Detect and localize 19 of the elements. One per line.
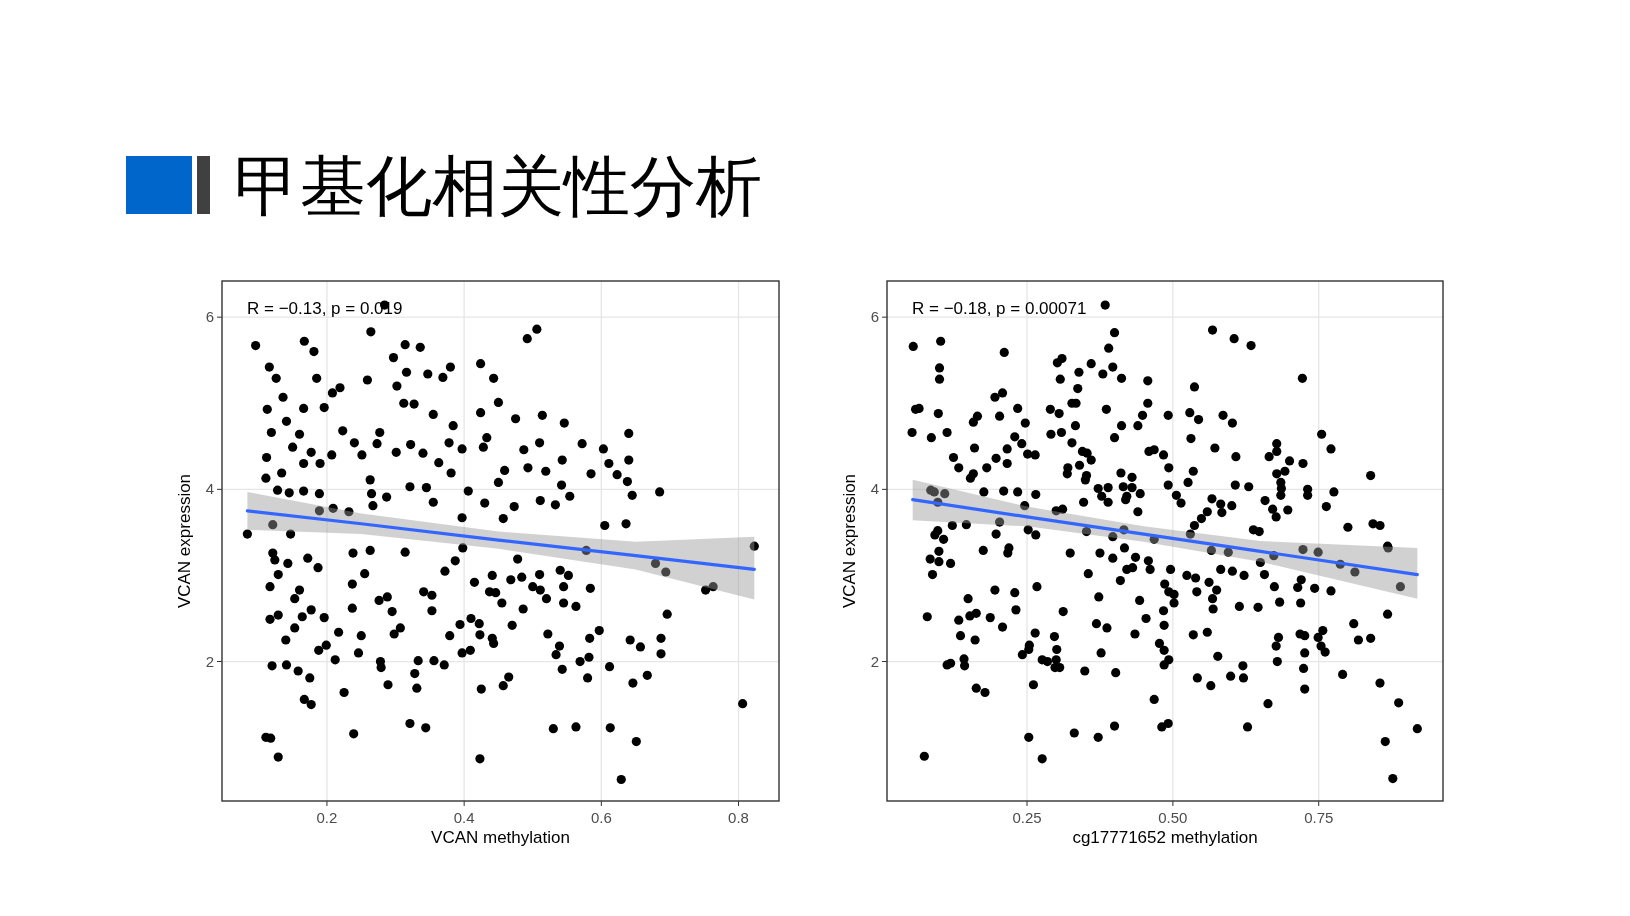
x-tick-label: 0.8	[728, 809, 749, 826]
x-tick-label: 0.6	[590, 809, 612, 826]
y-tick-label: 4	[870, 480, 879, 498]
chart-title: 甲基化相关性分析	[234, 148, 762, 225]
annotation: R = −0.18, p = 0.00071	[912, 299, 1087, 318]
x-tick-label: 0.25	[1012, 809, 1042, 826]
y-tick-label: 2	[205, 652, 214, 670]
x-axis-title: VCAN methylation	[431, 828, 570, 847]
y-tick-label: 4	[205, 480, 214, 498]
x-tick-label: 0.2	[316, 809, 338, 826]
y-axis-title: VCAN expression	[840, 473, 859, 609]
y-axis-title: VCAN expression	[175, 473, 194, 609]
x-tick-label: 0.4	[453, 809, 475, 826]
y-tick-label: 2	[870, 652, 879, 670]
y-tick-label: 6	[205, 308, 214, 326]
x-tick-label: 0.75	[1304, 809, 1334, 826]
y-tick-label: 6	[870, 308, 879, 326]
x-tick-label: 0.50	[1158, 809, 1188, 826]
x-axis-title: cg17771652 methylation	[1072, 828, 1258, 847]
